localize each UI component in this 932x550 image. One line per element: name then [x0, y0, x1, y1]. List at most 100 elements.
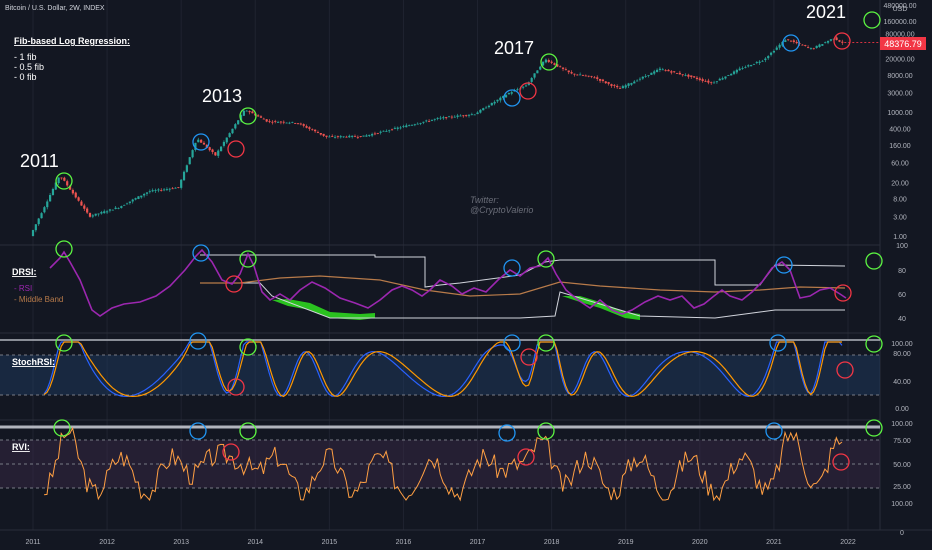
- candle-body: [154, 190, 157, 192]
- candle-body: [741, 68, 744, 70]
- candle-body: [408, 125, 411, 127]
- candle-body: [208, 147, 211, 151]
- candle-body: [778, 44, 781, 48]
- cycle-marker: [192, 133, 210, 151]
- stochrsi-tick: 80.00: [893, 351, 911, 358]
- candle-body: [188, 157, 191, 165]
- candle-body: [108, 209, 112, 211]
- candle-body: [342, 136, 345, 138]
- candle-body: [362, 135, 365, 137]
- candle-body: [274, 121, 277, 122]
- cycle-label-2021: 2021: [806, 2, 846, 22]
- candle-body: [698, 78, 701, 80]
- year-tick: 2021: [766, 539, 782, 546]
- candle-body: [168, 188, 171, 190]
- candle-body: [105, 211, 109, 213]
- price-tick: 20000.00: [885, 56, 914, 63]
- candle-body: [818, 44, 821, 47]
- candle-body: [294, 123, 297, 124]
- candle-body: [618, 88, 622, 89]
- drsi-legend-middle: - Middle Band: [14, 295, 63, 304]
- candle-body: [37, 218, 40, 225]
- candle-body: [653, 71, 656, 74]
- price-tick: 20.00: [891, 180, 909, 187]
- candle-body: [447, 116, 451, 118]
- price-tick: 60.00: [891, 161, 909, 168]
- price-tick: 80000.00: [885, 31, 914, 38]
- candle-body: [111, 209, 114, 211]
- candle-body: [841, 41, 844, 43]
- candle-body: [228, 133, 231, 138]
- candle-body: [259, 116, 263, 118]
- cycle-marker: [832, 453, 850, 471]
- candle-body: [376, 133, 379, 134]
- rvi-tick: 25.00: [893, 484, 911, 491]
- candle-body: [314, 129, 317, 132]
- candle-body: [453, 116, 456, 118]
- candle-body: [117, 207, 120, 209]
- candle-body: [217, 150, 220, 156]
- price-tick: 3.00: [893, 214, 907, 221]
- candle-body: [507, 93, 510, 95]
- candle-body: [68, 185, 72, 190]
- drsi-tick: 60: [898, 292, 906, 299]
- price-tick: 1.00: [893, 234, 907, 241]
- candle-body: [402, 126, 405, 127]
- candle-body: [584, 75, 587, 77]
- candle-body: [248, 111, 251, 113]
- rvi-layer: [44, 426, 843, 502]
- stochrsi-tick: 100.00: [891, 341, 913, 348]
- year-tick: 2016: [396, 539, 412, 546]
- candle-body: [530, 78, 533, 82]
- candle-body: [390, 129, 394, 131]
- candle-body: [279, 121, 283, 123]
- candle-body: [40, 213, 43, 219]
- candle-body: [365, 135, 368, 137]
- regression-item: - 0.5 fib: [14, 62, 44, 72]
- candle-body: [185, 165, 188, 172]
- candle-body: [772, 50, 776, 53]
- candle-body: [296, 123, 300, 125]
- candle-body: [191, 150, 194, 158]
- chart-title[interactable]: Bitcoin / U.S. Dollar, 2W, INDEX: [5, 5, 105, 12]
- candle-body: [576, 74, 579, 76]
- cycle-marker: [865, 419, 883, 437]
- indicator-axis: 100 80 60 40 100.00 80.00 40.00 0.00 100.00 75.00…: [891, 243, 913, 537]
- cycle-marker: [503, 259, 521, 277]
- candle-body: [801, 44, 804, 46]
- drsi-legend-rsi: - RSI: [14, 284, 32, 293]
- candle-body: [97, 213, 100, 215]
- candle-body: [336, 136, 340, 138]
- stochrsi-tick: 40.00: [893, 379, 911, 386]
- candle-body: [34, 224, 37, 231]
- candle-body: [359, 136, 362, 138]
- candle-body: [465, 115, 468, 116]
- cycle-marker: [517, 448, 535, 466]
- candle-body: [433, 118, 436, 120]
- candle-body: [251, 111, 254, 114]
- candle-body: [499, 97, 502, 101]
- candle-body: [325, 135, 328, 137]
- candle-body: [695, 77, 699, 80]
- candle-body: [331, 136, 334, 138]
- candle-body: [616, 85, 619, 88]
- candle-body: [77, 197, 80, 201]
- candle-body: [539, 66, 542, 70]
- cycle-marker: [865, 252, 883, 270]
- price-axis: 480000.00 160000.00 80000.00 20000.00 8000.0…: [883, 3, 916, 241]
- year-tick: 2011: [25, 539, 40, 546]
- candle-body: [590, 75, 593, 77]
- candle-body: [650, 72, 653, 75]
- candle-body: [351, 135, 354, 137]
- cycle-marker: [227, 378, 245, 396]
- candle-body: [225, 137, 228, 143]
- candle-body: [91, 215, 94, 217]
- candle-body: [610, 84, 613, 86]
- watermark-line: Twitter:: [470, 195, 499, 205]
- cycle-marker: [53, 419, 71, 437]
- cycle-label-2017: 2017: [494, 38, 534, 58]
- candle-body: [516, 89, 519, 91]
- candle-body: [527, 82, 530, 86]
